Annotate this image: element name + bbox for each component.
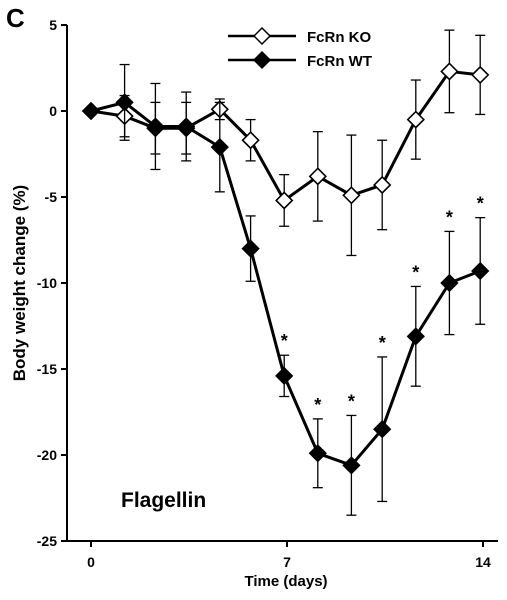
- data-point: [177, 117, 196, 136]
- significance-marker: *: [379, 333, 386, 353]
- data-point: [308, 444, 327, 463]
- data-point: [440, 273, 459, 293]
- data-point: [373, 175, 392, 195]
- legend-wt-label: FcRn WT: [307, 53, 372, 70]
- data-point: [471, 65, 490, 85]
- data-point: [406, 327, 425, 346]
- data-point: [275, 191, 294, 210]
- series-layer: * * * * * * *: [81, 29, 490, 516]
- x-tick-label: 0: [87, 554, 95, 570]
- legend-ko-label: FcRn KO: [307, 29, 372, 46]
- panel-label: C: [6, 3, 25, 33]
- x-tick-label: 7: [283, 554, 291, 570]
- series-fcrn-ko: [81, 29, 490, 257]
- x-axis-label: Time (days): [244, 573, 327, 590]
- x-ticks: 0 7 14: [87, 541, 491, 570]
- significance-marker: *: [477, 194, 484, 214]
- data-point: [275, 366, 294, 386]
- y-ticks: 5 0 -5 -10 -15 -20 -25: [37, 17, 67, 549]
- y-tick-label: -5: [45, 189, 58, 205]
- data-point: [241, 239, 260, 258]
- y-axis-label: Body weight change (%): [10, 185, 29, 381]
- data-point: [146, 117, 165, 136]
- plot-area: 5 0 -5 -10 -15 -20 -25 0 7 14 * * * * * * *: [37, 17, 498, 570]
- series-line: [90, 69, 481, 202]
- data-point: [471, 261, 490, 281]
- significance-marker: *: [348, 391, 355, 411]
- data-point: [342, 186, 361, 205]
- data-point: [440, 62, 459, 81]
- legend-item-ko: FcRn KO: [228, 26, 372, 46]
- data-point: [115, 93, 134, 112]
- y-tick-label: -20: [37, 447, 57, 463]
- significance-marker: *: [412, 262, 419, 282]
- y-tick-label: -25: [37, 533, 57, 549]
- data-point: [308, 167, 327, 186]
- legend: FcRn KO FcRn WT: [228, 26, 372, 70]
- series-line: [90, 100, 481, 467]
- data-point: [210, 137, 229, 157]
- y-tick-label: -10: [37, 275, 57, 291]
- data-point: [342, 456, 361, 475]
- data-point: [241, 131, 260, 150]
- annotation-flagellin: Flagellin: [121, 489, 206, 512]
- x-tick-label: 14: [475, 554, 491, 570]
- data-point: [406, 110, 425, 129]
- significance-marker: *: [446, 207, 453, 227]
- legend-item-wt: FcRn WT: [228, 50, 372, 70]
- y-tick-label: -15: [37, 361, 57, 377]
- y-tick-label: 5: [49, 17, 57, 33]
- legend-ko-marker: [252, 26, 272, 46]
- significance-marker: *: [281, 331, 288, 351]
- series-fcrn-wt: * * * * * * *: [81, 63, 490, 516]
- data-point: [81, 101, 101, 121]
- data-point: [373, 420, 392, 439]
- legend-wt-marker: [252, 50, 272, 70]
- significance-marker: *: [314, 395, 321, 415]
- y-tick-label: 0: [49, 103, 57, 119]
